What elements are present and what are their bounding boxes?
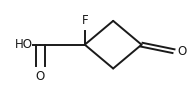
Text: O: O [36, 70, 45, 83]
Text: HO: HO [15, 38, 33, 51]
Text: O: O [177, 45, 186, 58]
Text: F: F [81, 14, 88, 27]
